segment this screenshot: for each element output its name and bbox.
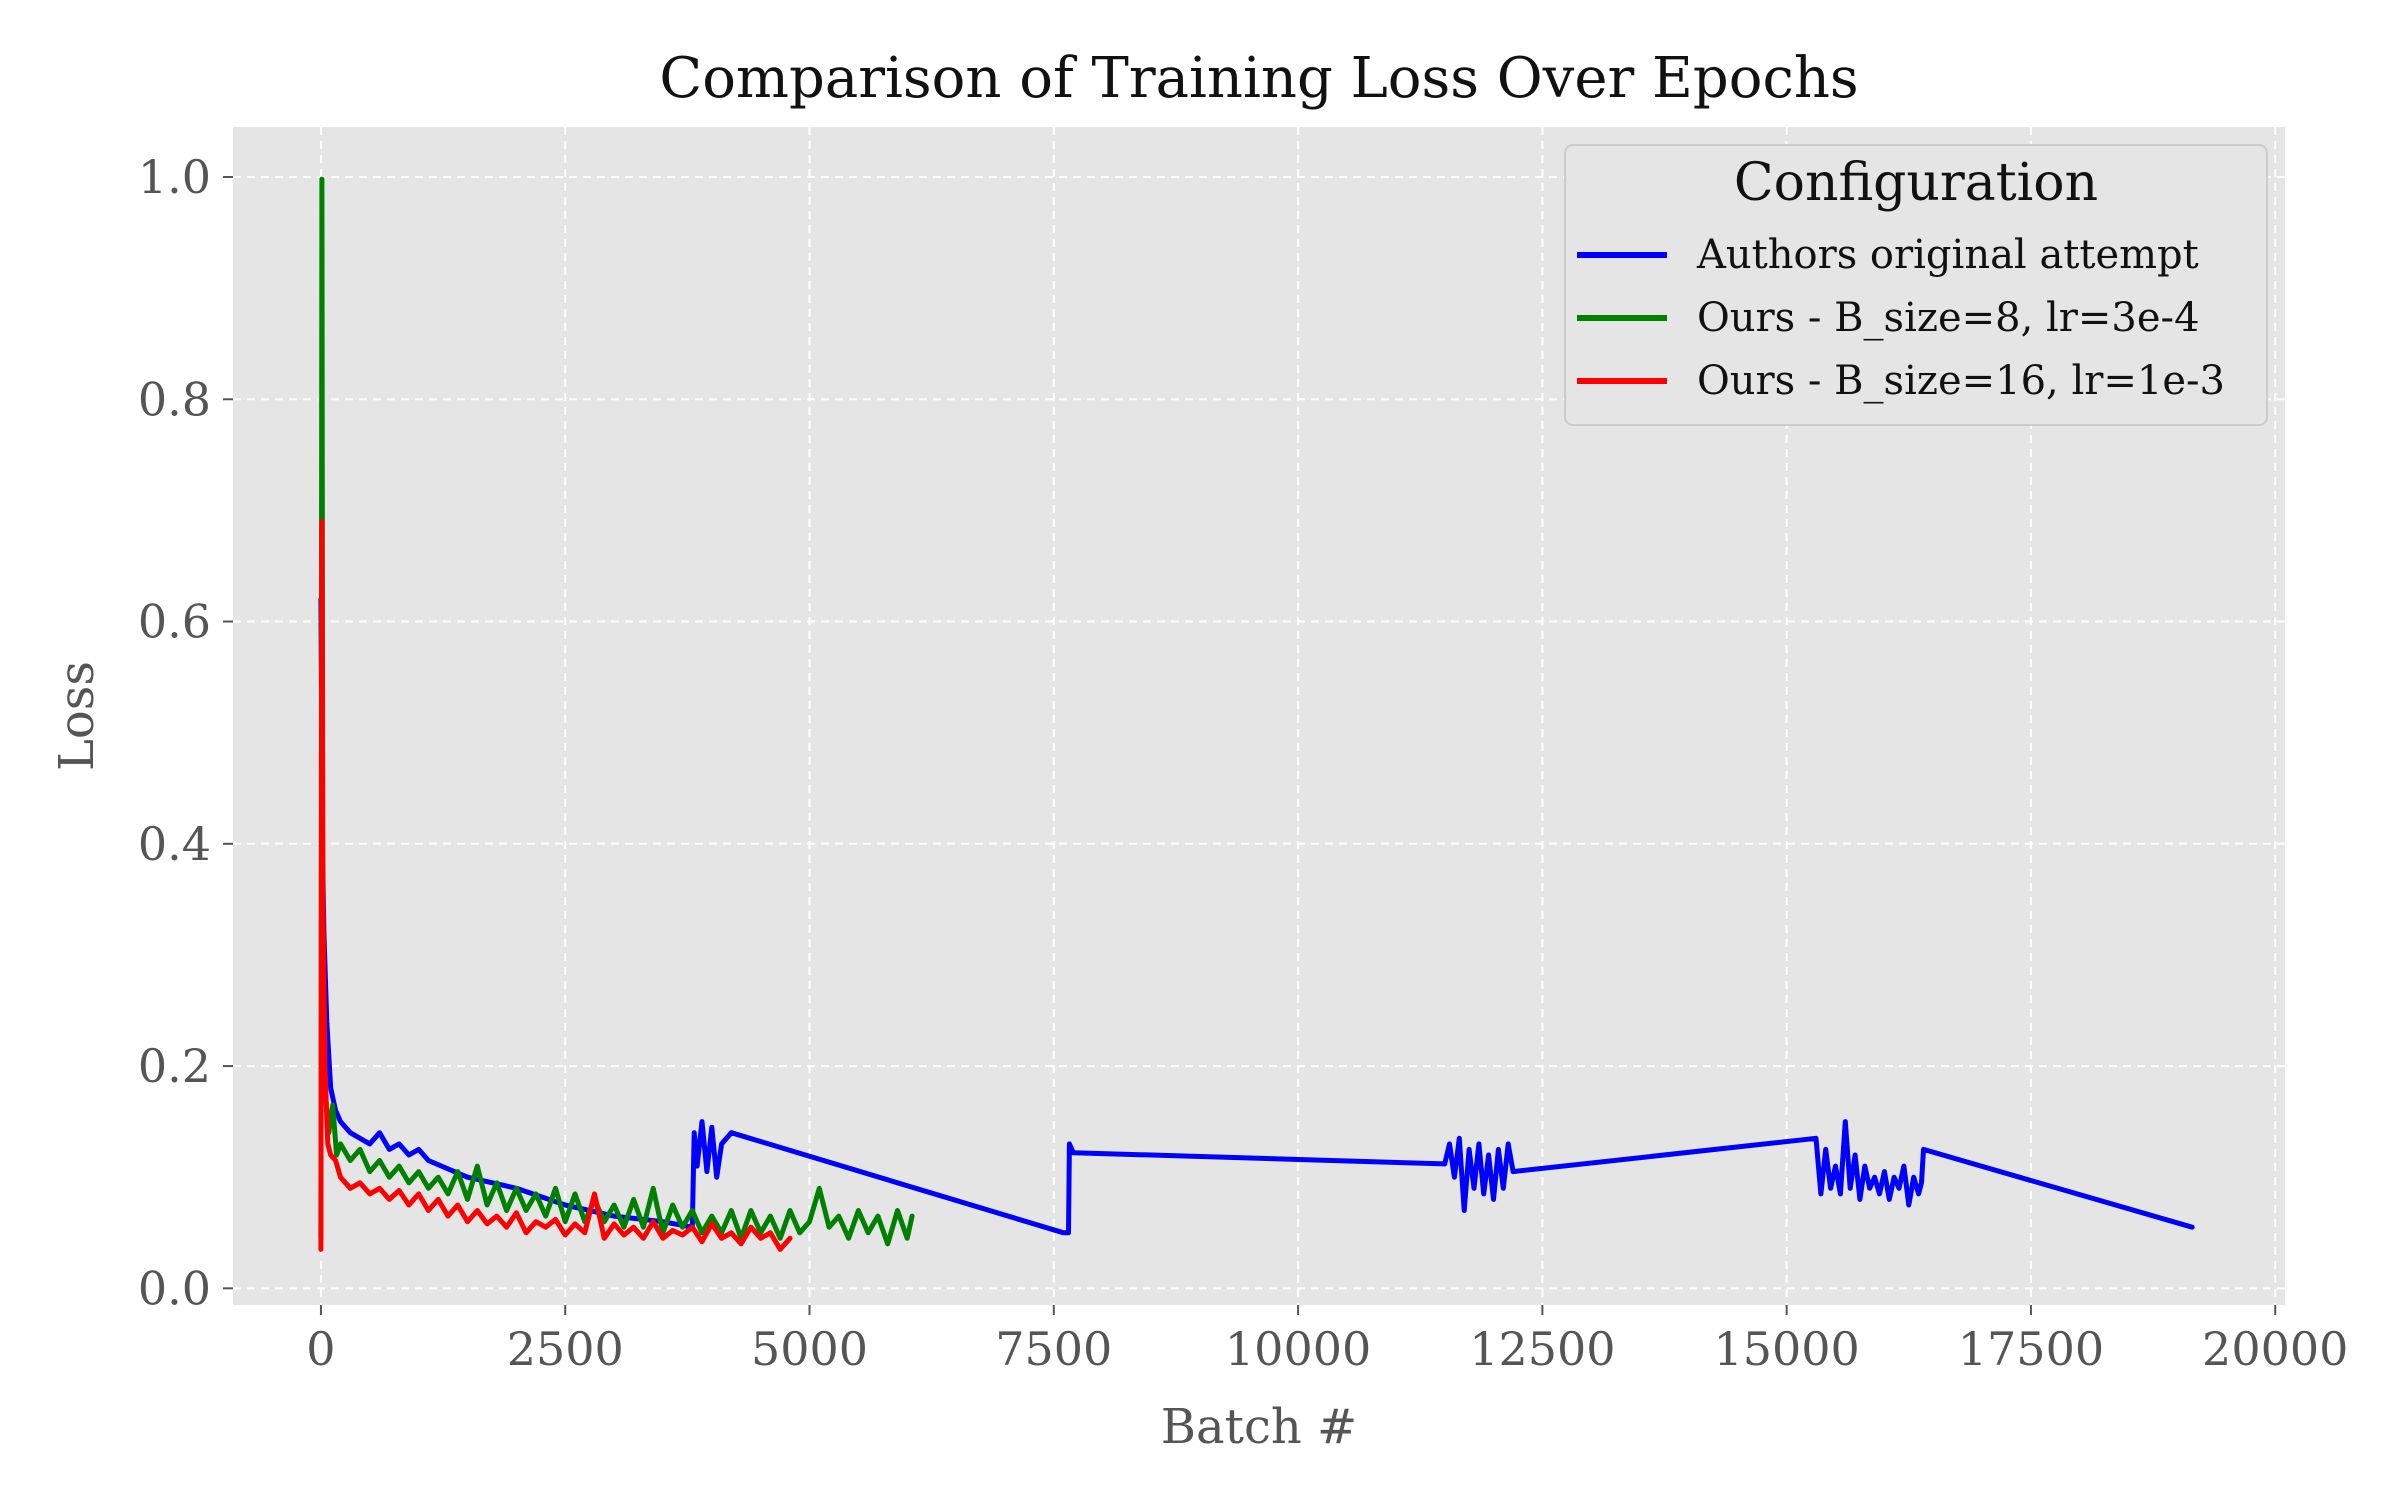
- legend-title: Configuration: [1734, 153, 2098, 213]
- legend-box: [1564, 144, 2268, 426]
- x-tick-label: 20000: [2202, 1322, 2348, 1376]
- legend: Configuration Authors original attempt Ou…: [1564, 144, 2268, 426]
- x-tick-label: 7500: [995, 1322, 1112, 1376]
- legend-label-2: Ours - B_size=8, lr=3e-4: [1697, 295, 2200, 341]
- series-layer: [318, 176, 2195, 1252]
- chart-title: Comparison of Training Loss Over Epochs: [659, 46, 1858, 111]
- y-tick-label: 0.6: [138, 595, 211, 649]
- x-tick-label: 17500: [1958, 1322, 2104, 1376]
- x-axis-label: Batch #: [1161, 1399, 1357, 1455]
- series-line-1: [318, 596, 2195, 1236]
- y-tick-label: 0.4: [138, 817, 211, 871]
- series-line-3: [318, 519, 793, 1252]
- legend-label-1: Authors original attempt: [1696, 232, 2199, 278]
- x-tick-label: 5000: [751, 1322, 868, 1376]
- y-tick-layer: 0.0 0.2 0.4 0.6 0.8 1.0: [138, 150, 233, 1315]
- x-tick-label: 2500: [507, 1322, 624, 1376]
- x-tick-label: 10000: [1225, 1322, 1371, 1376]
- x-tick-label: 12500: [1469, 1322, 1615, 1376]
- x-tick-label: 0: [306, 1322, 335, 1376]
- y-tick-label: 1.0: [138, 150, 211, 204]
- legend-items: Authors original attempt Ours - B_size=8,…: [1577, 232, 2225, 404]
- x-tick-label: 15000: [1713, 1322, 1859, 1376]
- y-tick-label: 0.2: [138, 1039, 211, 1093]
- y-tick-label: 0.0: [138, 1261, 211, 1315]
- y-axis-label: Loss: [49, 661, 105, 771]
- x-tick-layer: 0 2500 5000 7500 10000 12500 15000 17500 20000: [306, 1305, 2348, 1376]
- legend-label-3: Ours - B_size=16, lr=1e-3: [1697, 358, 2225, 404]
- y-tick-label: 0.8: [138, 372, 211, 426]
